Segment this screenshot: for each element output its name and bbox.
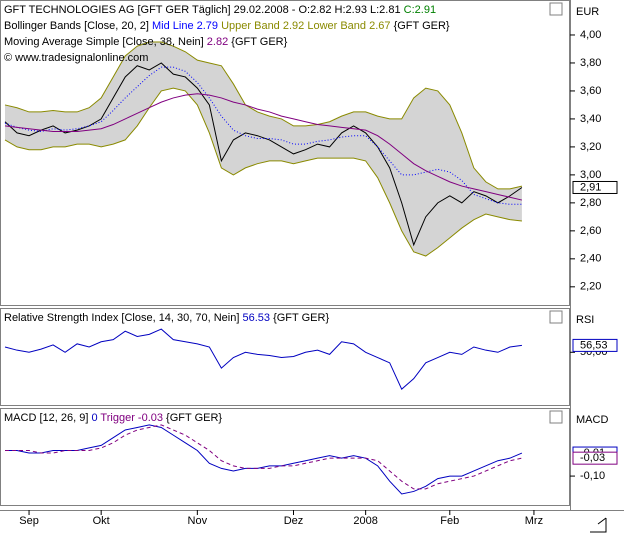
- value-box: [572, 338, 618, 352]
- legend-text: MACD [12, 26, 9]: [4, 412, 91, 424]
- legend-text: Upper Band 2.92: [221, 20, 307, 32]
- series-line: [4, 41, 523, 190]
- legend-text: {GFT GER}: [166, 412, 222, 424]
- legend-text: Relative Strength Index [Close, 14, 30, …: [4, 312, 242, 324]
- legend-text: Mid Line 2.79: [152, 20, 221, 32]
- y-tick-label: 3,60: [580, 85, 601, 97]
- y-tick-label: 3,40: [580, 113, 601, 125]
- y-tick-label: 2,80: [580, 197, 601, 209]
- y-tick-label: 3,00: [580, 169, 601, 181]
- chart-title: GFT TECHNOLOGIES AG [GFT GER Täglich] 29…: [4, 4, 436, 16]
- legend-text: {GFT GER}: [273, 312, 329, 324]
- x-tick-label: Feb: [440, 515, 459, 527]
- price-panel: [0, 0, 570, 306]
- legend-text: Moving Average Simple [Close, 38, Nein]: [4, 36, 207, 48]
- y-tick-label: 3,20: [580, 141, 601, 153]
- y-tick-label: 2,60: [580, 225, 601, 237]
- legend-entry: MACD [12, 26, 9] 0 Trigger -0.03 {GFT GE…: [4, 412, 222, 424]
- series-line: [4, 328, 522, 391]
- value-box: [572, 451, 618, 465]
- x-tick-label: Dez: [284, 515, 304, 527]
- y-tick-label: 2,20: [580, 281, 601, 293]
- legend-entry: Bollinger Bands [Close, 20, 2] Mid Line …: [4, 20, 450, 32]
- y-tick-label: -0,10: [580, 470, 605, 482]
- x-tick-label: Nov: [188, 515, 208, 527]
- rsi-panel: [0, 308, 570, 406]
- series-line: [5, 424, 523, 495]
- legend-text: © www.tradesignalonline.com: [4, 52, 148, 64]
- legend-text: Bollinger Bands [Close, 20, 2]: [4, 20, 152, 32]
- title-text: GFT TECHNOLOGIES AG [GFT GER Täglich] 29…: [4, 4, 404, 16]
- panel-button[interactable]: [549, 410, 563, 424]
- macd-panel: [0, 408, 570, 506]
- legend-text: Trigger -0.03: [100, 412, 166, 424]
- legend-text: 2.82: [207, 36, 231, 48]
- title-close: C:2.91: [404, 4, 436, 16]
- panel-button[interactable]: [549, 2, 563, 16]
- series-line: [4, 62, 523, 247]
- legend-text: {GFT GER}: [231, 36, 287, 48]
- series-line: [4, 66, 522, 205]
- axis-label: MACD: [576, 414, 608, 426]
- x-tick-label: Okt: [93, 515, 110, 527]
- y-tick-label: 2,40: [580, 253, 601, 265]
- y-tick-label: 3,80: [580, 57, 601, 69]
- legend-text: {GFT GER}: [394, 20, 450, 32]
- y-tick-label: 4,00: [580, 29, 601, 41]
- legend-entry: © www.tradesignalonline.com: [4, 52, 148, 64]
- legend-text: Lower Band 2.67: [307, 20, 393, 32]
- legend-text: 56.53: [242, 312, 273, 324]
- panel-button[interactable]: [549, 310, 563, 324]
- series-line: [4, 93, 523, 201]
- resize-icon[interactable]: [590, 517, 607, 533]
- value-box-label: 2,91: [580, 181, 601, 193]
- value-box-label: -0,03: [580, 452, 605, 464]
- x-tick-label: 2008: [353, 515, 377, 527]
- legend-text: 0: [91, 412, 100, 424]
- value-box-label: 56,53: [580, 339, 608, 351]
- axis-label: EUR: [576, 6, 599, 18]
- x-tick-label: Sep: [19, 515, 39, 527]
- band-fill: [5, 41, 522, 257]
- series-line: [4, 87, 522, 257]
- axis-label: RSI: [576, 314, 594, 326]
- series-line: [5, 424, 523, 490]
- legend-entry: Moving Average Simple [Close, 38, Nein] …: [4, 36, 288, 48]
- x-tick-label: Mrz: [525, 515, 543, 527]
- legend-entry: Relative Strength Index [Close, 14, 30, …: [4, 312, 329, 324]
- value-box: [572, 180, 618, 194]
